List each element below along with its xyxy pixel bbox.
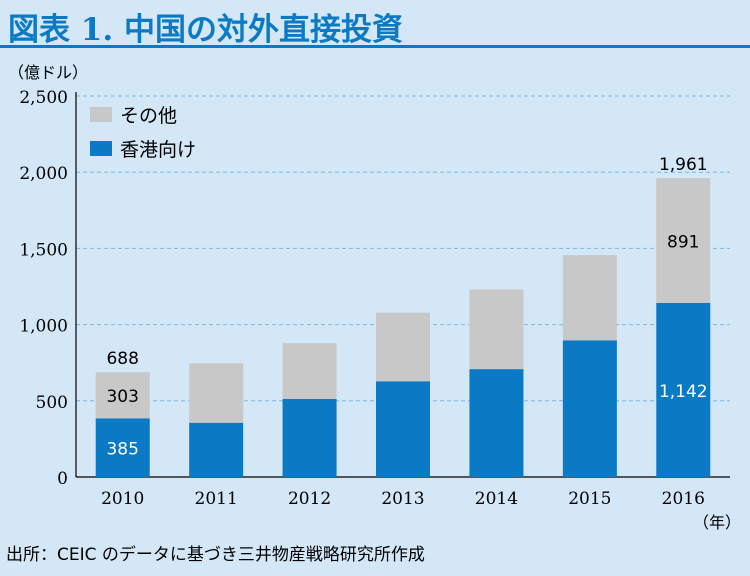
legend-swatch	[90, 141, 112, 156]
x-axis-unit: （年）	[693, 513, 741, 532]
y-tick-label: 2,000	[19, 164, 68, 184]
x-tick-label: 2013	[381, 489, 424, 509]
y-tick-label: 500	[36, 393, 68, 413]
x-tick-label: 2012	[288, 489, 331, 509]
total-label: 688	[106, 349, 138, 369]
x-tick-label: 2016	[662, 489, 705, 509]
data-label: 303	[106, 387, 138, 407]
data-label: 1,142	[659, 382, 708, 402]
bar-other-2011	[189, 363, 244, 423]
y-tick-label: 1,000	[19, 317, 68, 337]
bar-hongkong-2014	[469, 369, 524, 477]
total-label: 1,961	[659, 155, 708, 175]
bar-other-2015	[562, 255, 617, 341]
bar-hongkong-2011	[189, 422, 244, 477]
x-tick-label: 2010	[101, 489, 144, 509]
y-axis-unit: （億ドル）	[8, 63, 88, 82]
bar-hongkong-2013	[376, 381, 430, 477]
y-tick-label: 1,500	[19, 240, 68, 260]
y-tick-label: 0	[57, 469, 68, 489]
bar-other-2014	[469, 289, 524, 370]
bar-other-2012	[282, 343, 337, 399]
bar-other-2010	[95, 372, 150, 419]
x-tick-label: 2011	[195, 489, 238, 509]
bar-other-2016	[656, 178, 711, 303]
title-underline	[0, 45, 750, 48]
source-note: 出所：CEIC のデータに基づき三井物産戦略研究所作成	[6, 545, 425, 565]
title-bar: 図表 1. 中国の対外直接投資	[0, 0, 750, 48]
bar-hongkong-2010	[95, 418, 150, 477]
legend-label: その他	[120, 105, 177, 127]
bar-hongkong-2016	[656, 302, 711, 477]
data-label: 385	[106, 440, 138, 460]
bar-hongkong-2012	[282, 398, 337, 477]
data-label: 891	[667, 233, 699, 253]
chart-title: 図表 1. 中国の対外直接投資	[8, 12, 403, 48]
bar-other-2013	[376, 312, 430, 382]
legend-swatch	[90, 107, 112, 122]
bar-hongkong-2015	[562, 340, 617, 477]
y-tick-label: 2,500	[19, 88, 68, 108]
x-tick-label: 2014	[475, 489, 518, 509]
legend-label: 香港向け	[120, 139, 196, 161]
x-tick-label: 2015	[568, 489, 611, 509]
